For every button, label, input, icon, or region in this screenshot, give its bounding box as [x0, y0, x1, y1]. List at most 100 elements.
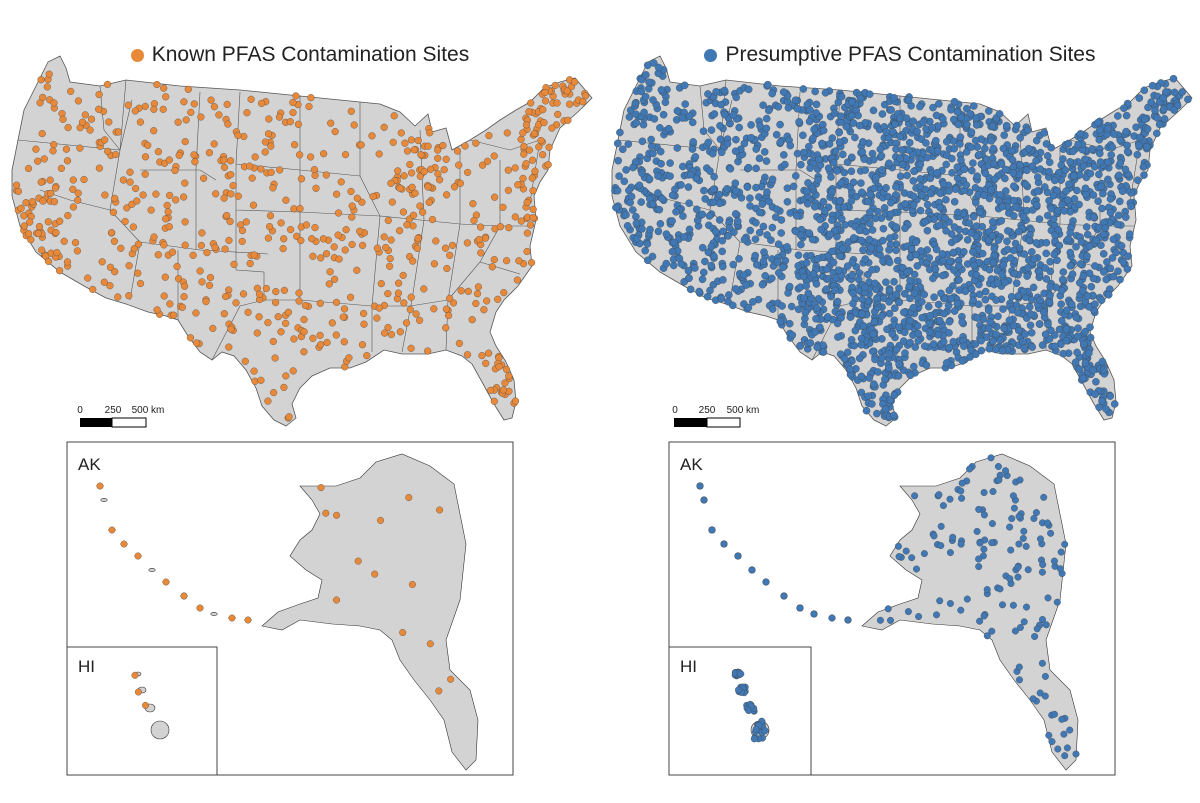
- site-marker: [1049, 215, 1058, 223]
- site-marker: [134, 269, 142, 277]
- site-marker: [221, 245, 229, 253]
- site-marker: [1089, 274, 1098, 283]
- site-marker: [1121, 165, 1130, 174]
- site-marker: [1053, 256, 1061, 265]
- site-marker: [445, 311, 453, 320]
- site-marker: [1116, 275, 1124, 284]
- site-marker: [1008, 515, 1016, 523]
- site-marker: [854, 111, 862, 120]
- site-marker: [748, 566, 756, 574]
- site-marker: [190, 151, 198, 159]
- site-marker: [1106, 392, 1114, 400]
- site-marker: [1123, 147, 1132, 156]
- site-marker: [40, 155, 48, 163]
- site-marker: [901, 349, 909, 357]
- site-marker: [903, 268, 912, 276]
- site-marker: [646, 225, 654, 234]
- site-marker: [813, 255, 822, 263]
- site-marker: [1045, 196, 1053, 205]
- site-marker: [898, 146, 907, 154]
- site-marker: [240, 132, 248, 141]
- site-marker: [46, 176, 54, 184]
- site-marker: [762, 114, 771, 123]
- site-marker: [640, 108, 648, 117]
- site-marker: [921, 342, 929, 350]
- scale-bar-black-segment: [80, 418, 112, 427]
- site-marker: [399, 629, 407, 636]
- site-marker: [426, 129, 434, 137]
- site-marker: [1044, 320, 1052, 329]
- site-marker: [69, 203, 77, 211]
- site-marker: [817, 225, 825, 234]
- site-marker: [168, 248, 177, 256]
- site-marker: [455, 161, 463, 169]
- site-marker: [152, 190, 160, 198]
- site-marker: [882, 128, 891, 136]
- site-marker: [1160, 115, 1169, 123]
- site-marker: [1063, 744, 1071, 752]
- site-marker: [649, 149, 657, 158]
- site-marker: [1072, 243, 1080, 251]
- site-marker: [632, 212, 640, 221]
- site-marker: [686, 285, 695, 294]
- site-marker: [933, 147, 942, 155]
- site-marker: [981, 287, 990, 296]
- site-marker: [939, 337, 948, 346]
- site-marker: [957, 606, 965, 614]
- site-marker: [279, 245, 287, 253]
- site-marker: [1023, 272, 1031, 280]
- site-marker: [1008, 146, 1016, 155]
- site-marker: [541, 88, 549, 97]
- site-marker: [755, 154, 764, 163]
- site-marker: [1087, 282, 1096, 291]
- site-marker: [870, 380, 878, 388]
- site-marker: [490, 256, 498, 264]
- site-marker: [1016, 624, 1024, 631]
- site-marker: [289, 98, 297, 107]
- site-marker: [38, 246, 46, 254]
- site-marker: [331, 275, 339, 283]
- site-marker: [529, 187, 537, 195]
- site-marker: [1027, 329, 1036, 337]
- site-marker: [203, 249, 211, 257]
- site-marker: [803, 200, 812, 208]
- site-marker: [563, 87, 571, 95]
- site-marker: [1074, 140, 1082, 149]
- site-marker: [316, 299, 324, 307]
- site-marker: [837, 179, 846, 187]
- site-marker: [522, 160, 530, 168]
- site-marker: [868, 226, 877, 234]
- site-marker: [993, 279, 1002, 287]
- site-marker: [373, 244, 381, 252]
- site-marker: [37, 178, 45, 186]
- site-marker: [181, 241, 189, 249]
- site-marker: [829, 258, 838, 267]
- site-marker: [935, 221, 944, 230]
- site-marker: [189, 251, 197, 259]
- site-marker: [529, 214, 537, 222]
- site-marker: [1061, 752, 1069, 760]
- site-marker: [622, 211, 630, 219]
- site-marker: [996, 336, 1004, 344]
- site-marker: [1139, 163, 1148, 171]
- site-marker: [615, 172, 623, 180]
- site-marker: [1058, 275, 1067, 284]
- site-marker: [922, 139, 930, 147]
- site-marker: [163, 201, 171, 209]
- site-marker: [111, 194, 119, 202]
- site-marker: [264, 234, 272, 242]
- site-marker: [648, 200, 657, 208]
- site-marker: [887, 616, 894, 624]
- site-marker: [523, 198, 531, 207]
- site-marker: [985, 345, 994, 353]
- site-marker: [885, 309, 894, 318]
- island-shape: [210, 612, 218, 616]
- site-marker: [1089, 366, 1097, 375]
- site-marker: [482, 359, 490, 367]
- site-marker: [1099, 250, 1108, 258]
- site-marker: [282, 372, 290, 380]
- site-marker: [876, 145, 885, 154]
- site-marker: [779, 263, 787, 272]
- site-marker: [885, 364, 893, 372]
- site-marker: [963, 120, 971, 129]
